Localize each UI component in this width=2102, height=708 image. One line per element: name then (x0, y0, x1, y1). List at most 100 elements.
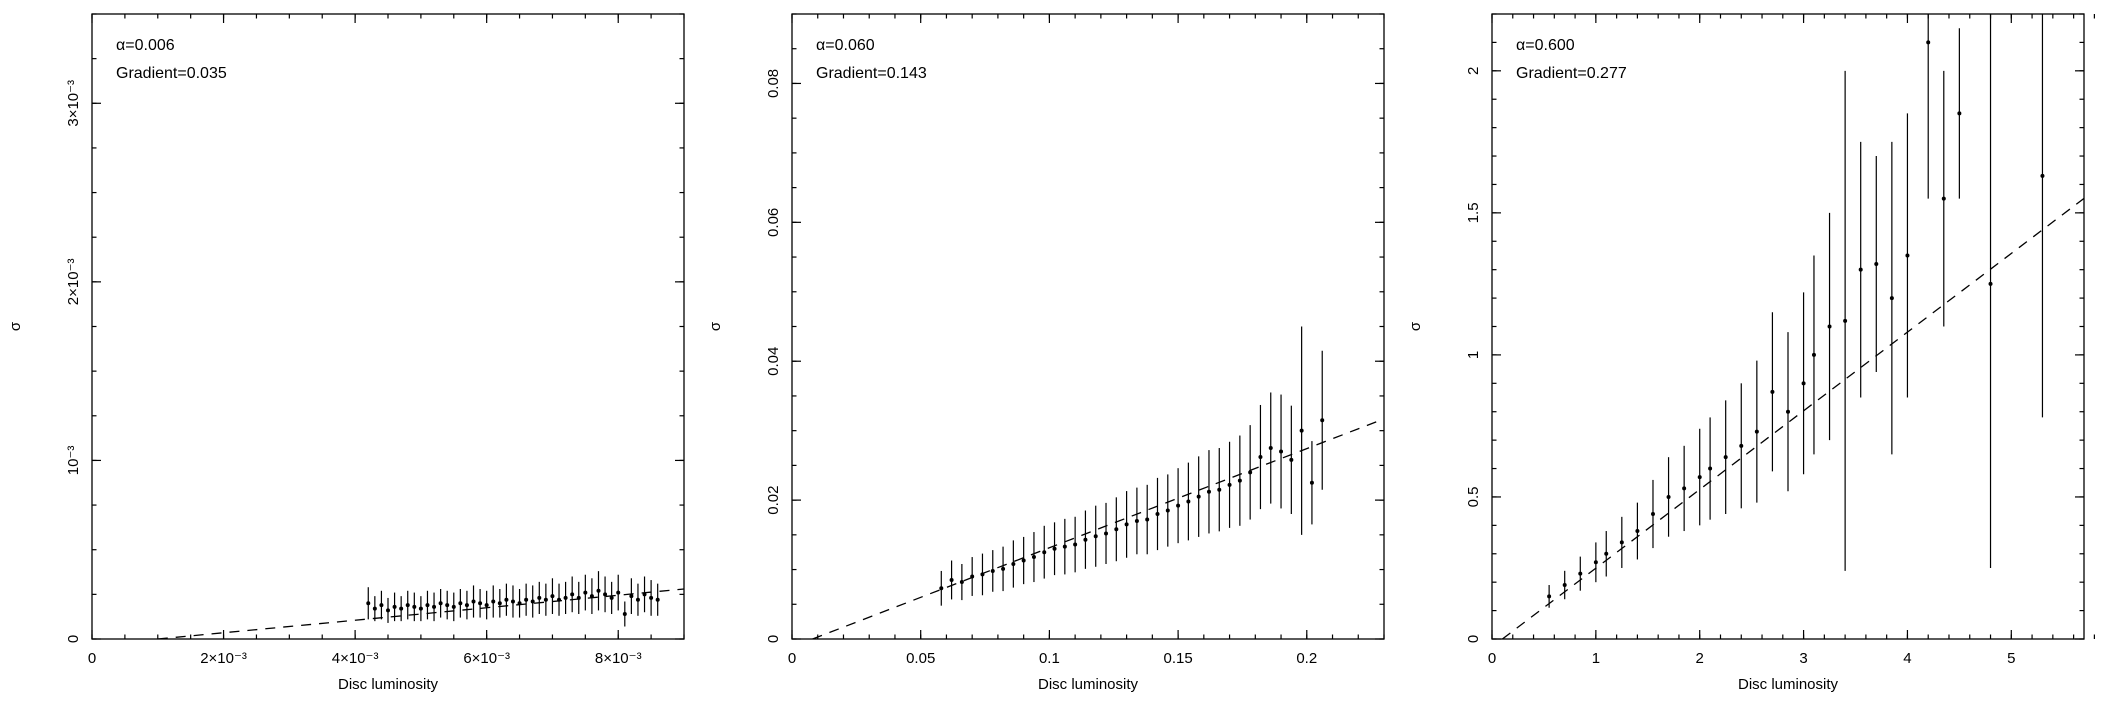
y-tick-label: 0 (65, 635, 82, 643)
x-tick-label: 5 (2007, 650, 2015, 667)
y-tick-label: 0.08 (765, 69, 782, 98)
data-point (464, 590, 469, 620)
data-point (1697, 428, 1702, 526)
data-point (550, 578, 555, 614)
data-point (524, 583, 529, 616)
y-tick-label: 0 (765, 635, 782, 643)
data-point (939, 570, 944, 606)
data-point (1083, 510, 1088, 569)
data-point (1682, 445, 1687, 532)
data-point (1196, 456, 1201, 537)
y-tick-label: 0.04 (765, 347, 782, 376)
data-point (1957, 28, 1962, 199)
fit-line (812, 418, 1384, 639)
panel-alpha-0.060: 0 0.05 0.1 0.15 0.2 0 0.02 0.04 0.06 0.08 Disc lum… (700, 0, 1400, 703)
data-point (622, 601, 627, 627)
data-point (1217, 448, 1222, 532)
y-tick-label: 10⁻³ (65, 446, 82, 476)
y-tick-label: 0.02 (765, 486, 782, 515)
data-point (1827, 212, 1832, 441)
x-tick-label: 0.2 (1296, 650, 1317, 667)
data-point (1062, 518, 1067, 575)
y-tick-label: 1.5 (1465, 202, 1482, 223)
data-point (438, 589, 443, 618)
data-point (949, 560, 954, 600)
x-axis-label: Disc luminosity (338, 676, 439, 693)
plot-frame (791, 13, 1385, 640)
data-point (655, 583, 660, 616)
data-point (530, 585, 535, 618)
panel-alpha-0.600: 0 1 2 3 4 5 0 0.5 1 1.5 2 Disc luminosity σ α=0.600 Gr… (1400, 0, 2100, 703)
data-point (1619, 516, 1624, 568)
data-point (642, 576, 647, 613)
data-point (1279, 394, 1284, 509)
y-tick-label: 0 (1465, 635, 1482, 643)
data-point (1739, 383, 1744, 509)
data-point (497, 589, 502, 618)
x-tick-label: 0 (788, 650, 796, 667)
y-tick-label: 3×10⁻³ (65, 80, 82, 127)
data-point (1268, 392, 1273, 504)
data-point (1666, 457, 1671, 537)
data-point (1227, 441, 1232, 528)
y-tick-label: 2 (1465, 67, 1482, 75)
x-tick-label: 3 (1799, 650, 1807, 667)
y-tick-label: 0.5 (1465, 487, 1482, 508)
plot-frame (91, 13, 685, 640)
panel-alpha-0.006: 0 2×10⁻³ 4×10⁻³ 6×10⁻³ 8×10⁻³ 0 10⁻³ 2×10⁻³ 3×10… (0, 0, 700, 703)
data-point (1843, 70, 1848, 571)
data-point (1309, 441, 1314, 525)
fit-line (1501, 197, 2084, 639)
data-point (596, 571, 601, 611)
data-point (451, 592, 456, 622)
data-point (1093, 505, 1098, 567)
data-point (980, 553, 985, 596)
data-point (1155, 477, 1160, 551)
data-point (557, 583, 562, 616)
y-tick-label: 1 (1465, 351, 1482, 359)
data-point (1124, 491, 1129, 558)
chart-panel-1: 0 2×10⁻³ 4×10⁻³ 6×10⁻³ 8×10⁻³ 0 10⁻³ 2×10⁻³ 3×10… (7, 13, 685, 693)
tick-labels: 0 1 2 3 4 5 0 0.5 1 1.5 2 (1465, 67, 2015, 667)
data-point (609, 581, 614, 614)
data-point (570, 576, 575, 613)
x-tick-label: 0 (88, 650, 96, 667)
fit-line (157, 588, 684, 639)
x-tick-label: 0.1 (1039, 650, 1060, 667)
x-tick-label: 0.05 (906, 650, 935, 667)
data-point (366, 587, 371, 620)
data-point (1237, 435, 1242, 526)
data-point (1635, 502, 1640, 560)
y-axis-label: σ (7, 321, 24, 331)
data-point (1593, 542, 1598, 583)
annotation-gradient: Gradient=0.143 (816, 65, 927, 82)
annotation-alpha: α=0.600 (1516, 37, 1575, 54)
data-point (386, 597, 390, 623)
annotation-gradient: Gradient=0.035 (116, 65, 227, 82)
data-point (1858, 141, 1863, 398)
data-point (537, 581, 542, 614)
data-point (1145, 484, 1150, 555)
data-points (939, 326, 1325, 606)
data-point (1889, 141, 1894, 455)
data-point (1299, 326, 1304, 535)
data-point (589, 578, 594, 614)
axis-ticks (91, 13, 685, 640)
data-point (405, 590, 410, 620)
x-tick-label: 4×10⁻³ (332, 650, 379, 667)
data-point (1031, 532, 1036, 583)
y-tick-label: 2×10⁻³ (65, 259, 82, 306)
data-point (1562, 570, 1567, 600)
chart-panel-2: 0 0.05 0.1 0.15 0.2 0 0.02 0.04 0.06 0.08 Disc lum… (707, 13, 1385, 693)
data-point (649, 580, 654, 616)
data-point (1786, 332, 1790, 492)
data-point (1073, 516, 1078, 573)
x-tick-label: 8×10⁻³ (595, 650, 642, 667)
x-tick-label: 0 (1488, 650, 1496, 667)
tick-labels: 0 2×10⁻³ 4×10⁻³ 6×10⁻³ 8×10⁻³ 0 10⁻³ 2×10⁻³ 3×10… (65, 80, 642, 667)
data-point (1905, 113, 1910, 398)
data-point (1941, 70, 1946, 327)
data-point (399, 596, 404, 622)
data-point (1723, 400, 1728, 514)
data-point (990, 550, 995, 592)
